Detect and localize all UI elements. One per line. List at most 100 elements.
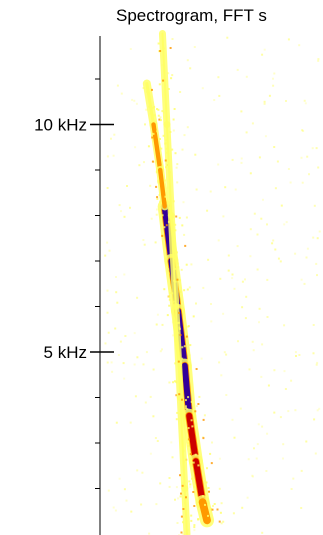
noise-speck bbox=[129, 48, 132, 50]
noise-speck bbox=[240, 110, 243, 113]
noise-speck bbox=[171, 456, 174, 459]
noise-speck bbox=[263, 48, 266, 51]
noise-speck bbox=[268, 94, 271, 97]
trace-speck bbox=[202, 418, 205, 421]
trace-speck bbox=[164, 159, 167, 162]
noise-speck bbox=[246, 496, 249, 499]
trace-speck bbox=[178, 328, 181, 330]
trace-speck bbox=[189, 483, 192, 486]
noise-speck bbox=[224, 186, 227, 189]
trace-speck bbox=[149, 112, 152, 115]
trace-speck bbox=[153, 114, 156, 117]
noise-speck bbox=[154, 437, 157, 439]
trace-speck bbox=[197, 403, 200, 405]
trace-speck bbox=[192, 461, 195, 464]
noise-speck bbox=[261, 425, 264, 428]
noise-speck bbox=[123, 377, 126, 380]
trace-speck bbox=[157, 114, 160, 117]
trace-speck bbox=[172, 381, 175, 384]
noise-speck bbox=[237, 340, 239, 343]
trace-speck bbox=[183, 289, 186, 292]
noise-speck bbox=[251, 340, 254, 343]
noise-speck bbox=[156, 208, 158, 211]
noise-speck bbox=[198, 395, 201, 398]
trace-speck bbox=[159, 50, 162, 52]
trace-speck bbox=[184, 399, 187, 402]
noise-speck bbox=[249, 172, 252, 175]
noise-speck bbox=[201, 87, 204, 90]
trace-speck bbox=[174, 267, 177, 270]
trace-speck bbox=[187, 445, 190, 447]
noise-speck bbox=[130, 510, 133, 513]
trace-core bbox=[179, 396, 186, 490]
noise-speck bbox=[222, 215, 225, 218]
noise-speck bbox=[212, 505, 214, 507]
noise-speck bbox=[287, 168, 290, 170]
noise-speck bbox=[176, 522, 179, 524]
trace-speck bbox=[166, 270, 169, 273]
noise-speck bbox=[277, 257, 280, 260]
noise-speck bbox=[140, 503, 143, 506]
noise-speck bbox=[108, 249, 111, 252]
noise-speck bbox=[287, 38, 290, 41]
noise-speck bbox=[131, 98, 134, 101]
noise-speck bbox=[316, 409, 319, 412]
trace-speck bbox=[186, 288, 189, 291]
trace-speck bbox=[157, 42, 160, 45]
noise-speck bbox=[125, 499, 128, 502]
trace-speck bbox=[205, 481, 208, 484]
noise-speck bbox=[253, 447, 255, 450]
trace-speck bbox=[195, 368, 198, 370]
trace-speck bbox=[156, 198, 159, 200]
trace-core bbox=[165, 123, 173, 217]
trace-speck bbox=[165, 139, 168, 142]
trace-speck bbox=[207, 514, 209, 517]
noise-speck bbox=[311, 147, 314, 150]
trace-speck bbox=[172, 118, 175, 121]
noise-speck bbox=[233, 436, 236, 439]
noise-speck bbox=[179, 91, 182, 93]
noise-speck bbox=[210, 320, 213, 323]
noise-speck bbox=[115, 421, 118, 424]
trace-speck bbox=[174, 152, 177, 155]
trace-speck bbox=[182, 481, 184, 484]
trace-speck bbox=[158, 194, 161, 196]
noise-speck bbox=[106, 361, 109, 364]
noise-speck bbox=[314, 452, 317, 455]
trace-core bbox=[145, 82, 156, 126]
noise-speck bbox=[272, 77, 274, 80]
trace-speck bbox=[190, 419, 193, 422]
noise-speck bbox=[244, 317, 247, 320]
noise-speck bbox=[318, 407, 321, 410]
noise-speck bbox=[106, 241, 109, 244]
trace-speck bbox=[181, 224, 184, 227]
noise-speck bbox=[118, 477, 121, 480]
noise-speck bbox=[304, 102, 307, 105]
noise-speck bbox=[138, 164, 141, 167]
noise-speck bbox=[261, 53, 264, 56]
y-axis-ticks: 10 kHz 5 kHz bbox=[34, 78, 114, 489]
noise-speck bbox=[129, 206, 131, 209]
noise-speck bbox=[227, 269, 230, 272]
trace-speck bbox=[190, 514, 193, 517]
noise-speck bbox=[279, 416, 282, 419]
trace-core bbox=[181, 362, 193, 419]
trace-speck bbox=[190, 400, 193, 403]
noise-speck bbox=[172, 334, 175, 337]
noise-speck bbox=[256, 268, 259, 271]
trace-speck bbox=[202, 495, 205, 498]
noise-speck bbox=[195, 188, 198, 191]
trace-speck bbox=[179, 409, 182, 412]
noise-speck bbox=[239, 407, 242, 410]
noise-speck bbox=[273, 146, 276, 148]
noise-speck bbox=[245, 75, 248, 78]
noise-speck bbox=[241, 306, 244, 309]
trace-speck bbox=[176, 278, 179, 281]
noise-speck bbox=[262, 198, 264, 201]
noise-speck bbox=[266, 223, 268, 226]
trace-speck bbox=[176, 262, 179, 265]
trace-speck bbox=[193, 485, 196, 488]
noise-speck bbox=[263, 100, 266, 103]
noise-speck bbox=[107, 331, 110, 334]
noise-speck bbox=[294, 351, 297, 354]
